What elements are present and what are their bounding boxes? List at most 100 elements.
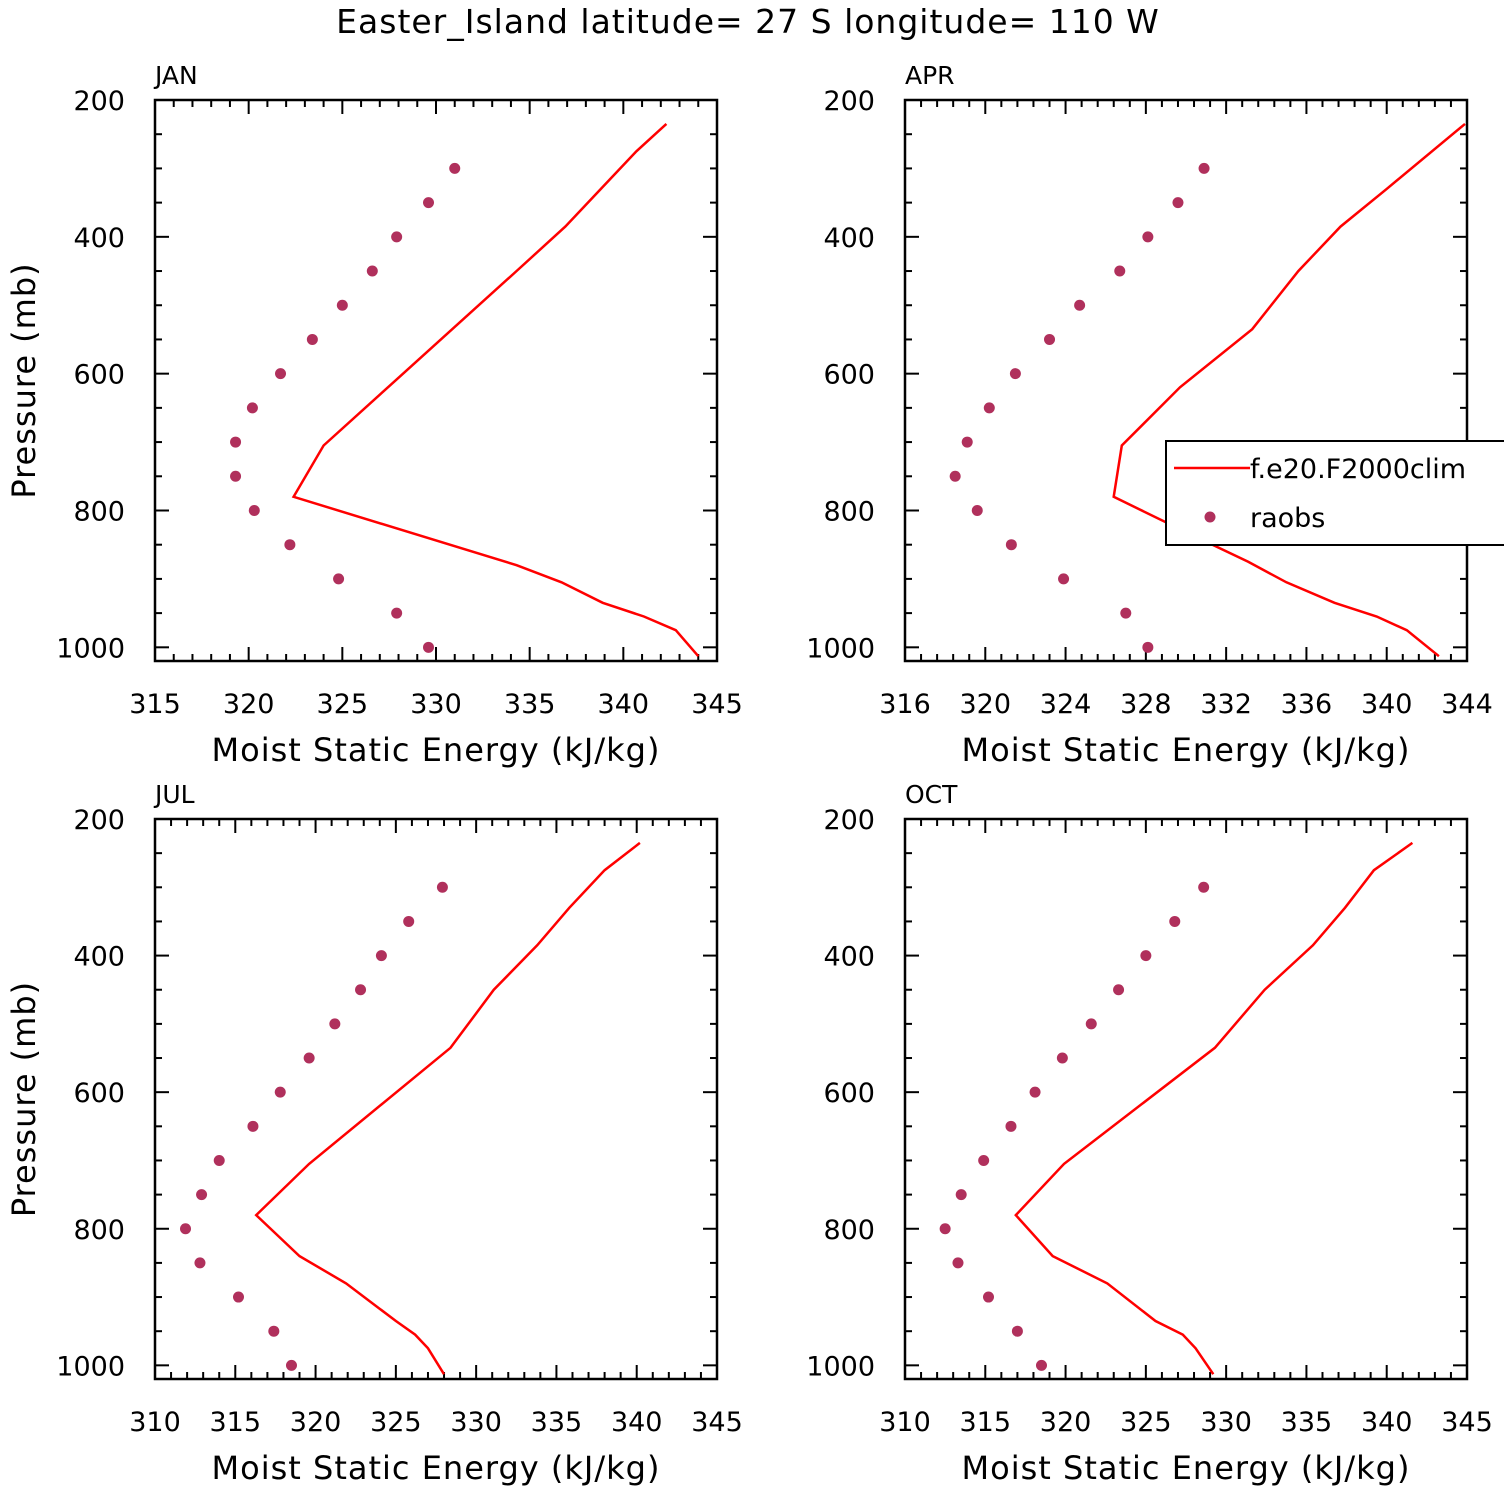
raobs-point [1005,1120,1017,1132]
raobs-point [336,299,348,311]
legend-marker-swatch [1204,511,1216,523]
raobs-point [983,402,995,414]
y-tick-label: 600 [823,360,875,391]
x-tick-label: 345 [691,1407,743,1438]
raobs-point [285,1359,297,1371]
x-tick-label: 340 [1361,689,1413,720]
x-tick-label: 330 [410,689,462,720]
series-raobs-points [939,881,1210,1371]
y-tick-label: 1000 [806,633,875,664]
raobs-point [1005,539,1017,551]
y-tick-label: 400 [823,942,875,973]
raobs-point [196,1189,208,1201]
raobs-point [268,1325,280,1337]
panel-oct: OCT 310 315 320 325 330 335 340 345 200 400 600 800 1… [806,780,1492,1487]
x-tick-label: 320 [1040,1407,1092,1438]
raobs-point [1035,1359,1047,1371]
raobs-point [1029,1086,1041,1098]
raobs-point [213,1154,225,1166]
raobs-point [1169,915,1181,927]
x-axis-label: Moist Static Energy (kJ/kg) [962,731,1411,769]
y-tick-label: 800 [73,496,125,527]
raobs-point [1114,265,1126,277]
y-tick-label: 200 [823,805,875,836]
panel-label: OCT [905,780,958,809]
raobs-point [194,1257,206,1269]
legend-box [1165,440,1504,546]
raobs-point [403,915,415,927]
raobs-point [1198,162,1210,174]
plot-frame [903,98,1469,663]
raobs-point [284,539,296,551]
panel-label: JUL [153,780,195,809]
raobs-point [978,1154,990,1166]
panel-apr: APR 316 320 324 328 332 336 340 344 200 400 600 800 1… [806,61,1492,769]
raobs-point [180,1223,192,1235]
raobs-point [1198,881,1210,893]
x-tick-label: 315 [210,1407,262,1438]
raobs-point [982,1291,994,1303]
series-raobs-points [949,162,1210,653]
raobs-point [1044,333,1056,345]
x-tick-label: 325 [370,1407,422,1438]
x-tick-label: 336 [1281,689,1333,720]
raobs-point [1113,984,1125,996]
raobs-point [333,573,345,585]
series-raobs-points [180,881,448,1371]
y-tick-label: 1000 [56,633,125,664]
x-tick-label: 315 [129,689,181,720]
raobs-point [303,1052,315,1064]
raobs-point [230,436,242,448]
raobs-point [1058,573,1070,585]
raobs-point [1009,368,1021,380]
raobs-point [949,470,961,482]
raobs-point [329,1018,341,1030]
x-tick-label: 330 [450,1407,502,1438]
raobs-point [449,162,461,174]
y-tick-label: 800 [823,496,875,527]
raobs-point [230,470,242,482]
y-axis-label: Pressure (mb) [5,262,43,498]
panel-jul: JUL 310 315 320 325 330 335 340 345 200 400 600 800 1… [5,780,743,1487]
series-raobs-points [230,162,461,653]
y-tick-label: 1000 [806,1351,875,1382]
y-tick-label: 600 [73,360,125,391]
raobs-point [355,984,367,996]
raobs-point [423,197,435,209]
raobs-point [247,1120,259,1132]
x-tick-label: 325 [317,689,369,720]
y-tick-label: 200 [73,805,125,836]
panel-label: JAN [153,61,198,90]
raobs-point [391,607,403,619]
x-tick-label: 340 [598,689,650,720]
raobs-point [1172,197,1184,209]
x-tick-label: 320 [223,689,275,720]
raobs-point [1120,607,1132,619]
raobs-point [246,402,258,414]
model-profile-line [254,841,641,1375]
y-tick-label: 200 [73,86,125,117]
legend: f.e20.F2000clim raobs [1165,440,1504,546]
y-tick-label: 600 [823,1078,875,1109]
raobs-point [939,1223,951,1235]
raobs-point [952,1257,964,1269]
x-tick-label: 324 [1040,689,1092,720]
y-tick-label: 200 [823,86,875,117]
x-tick-label: 344 [1441,689,1493,720]
x-axis-label: Moist Static Energy (kJ/kg) [962,1449,1411,1487]
model-profile-line [1014,841,1414,1375]
x-tick-label: 315 [960,1407,1012,1438]
series-model-line [291,122,700,658]
panel-label: APR [905,61,955,90]
raobs-point [391,231,403,243]
raobs-point [1011,1325,1023,1337]
panel-jan: JAN 315 320 325 330 335 340 345 200 400 600 800 1000… [5,61,743,769]
model-profile-line [1112,122,1466,658]
x-tick-label: 330 [1200,1407,1252,1438]
x-tick-label: 310 [879,1407,931,1438]
legend-label: raobs [1250,503,1325,534]
y-tick-label: 400 [73,223,125,254]
raobs-point [1056,1052,1068,1064]
x-tick-label: 332 [1200,689,1252,720]
